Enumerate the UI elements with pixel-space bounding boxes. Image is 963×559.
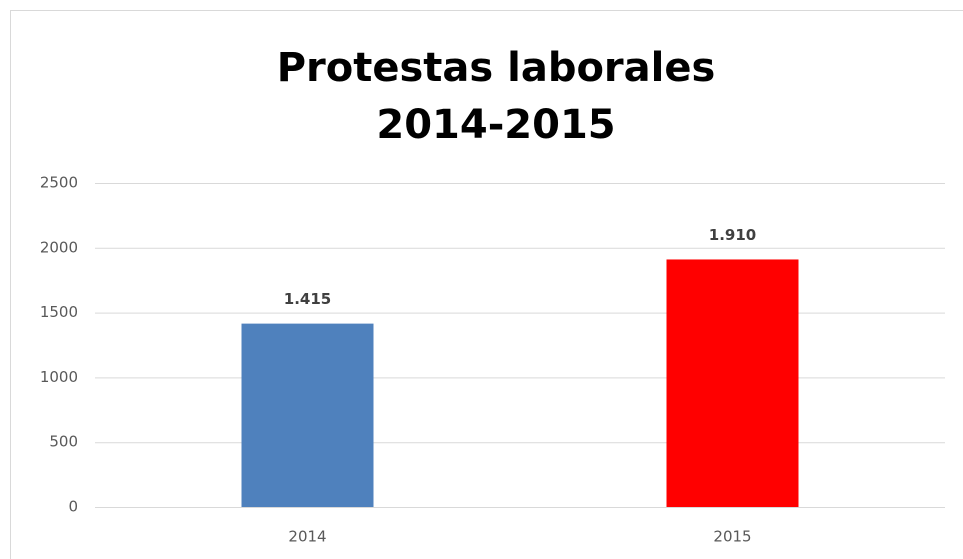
y-tick-label: 2000 <box>40 238 78 256</box>
chart-title: 2014-2015 <box>376 102 615 148</box>
x-tick-label: 2014 <box>288 528 326 546</box>
data-label: 1.415 <box>284 290 331 308</box>
y-tick-label: 0 <box>68 498 78 516</box>
x-tick-label: 2015 <box>713 528 751 546</box>
bar <box>241 323 374 507</box>
y-tick-label: 500 <box>49 433 78 451</box>
y-tick-label: 2500 <box>40 174 78 192</box>
y-tick-label: 1500 <box>40 303 78 321</box>
y-tick-label: 1000 <box>40 368 78 386</box>
bar <box>666 259 799 507</box>
chart-frame <box>10 10 963 559</box>
chart-title: Protestas laborales <box>277 45 716 91</box>
data-label: 1.910 <box>709 226 756 244</box>
